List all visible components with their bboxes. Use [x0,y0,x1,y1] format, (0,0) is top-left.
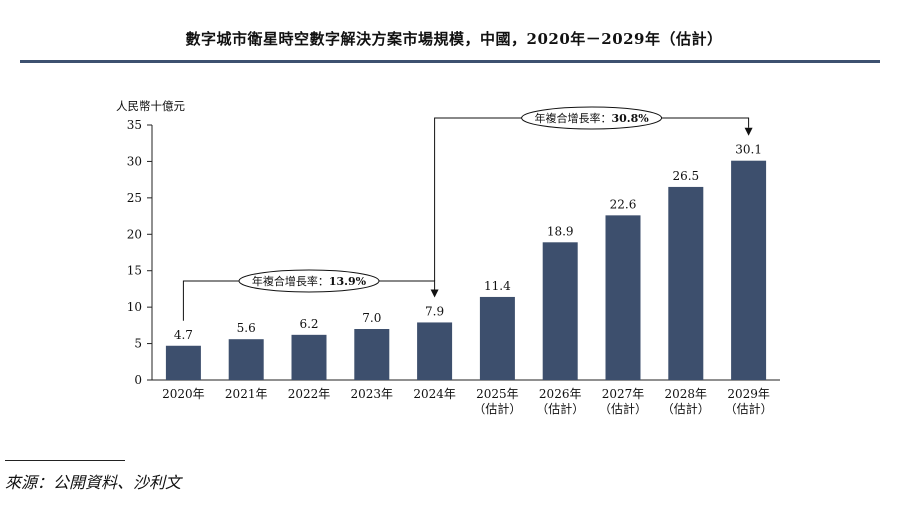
x-tick-label: 2026年 [539,387,582,401]
y-tick-label: 20 [127,227,142,241]
bar [228,339,264,380]
x-tick-label: （估計） [599,401,647,416]
title-rule [20,60,880,63]
bar-value-label: 7.9 [425,304,444,318]
x-tick-label: 2024年 [413,387,456,401]
cagr-label-text: 年複合增長率： [534,111,611,125]
bar [731,160,767,380]
cagr-value: 30.8% [611,112,649,125]
x-tick-label: （估計） [662,401,710,416]
cagr-label-text: 年複合增長率： [252,274,329,288]
x-tick-label: （估計） [725,401,773,416]
bar [668,186,704,380]
bar [291,334,327,380]
bar [605,215,641,380]
cagr-value: 13.9% [329,275,367,288]
x-tick-label: 2025年 [476,387,519,401]
cagr-oval [238,269,380,293]
arrow-head [744,127,753,136]
x-tick-label: 2029年 [727,387,770,401]
x-tick-label: 2023年 [351,387,394,401]
y-tick-label: 10 [127,300,142,314]
x-tick-label: 2021年 [225,387,268,401]
y-tick-label: 35 [127,118,142,132]
bar [165,345,201,380]
bar-value-label: 26.5 [672,169,699,183]
y-tick-label: 15 [127,264,142,278]
bar-value-label: 5.6 [237,321,256,335]
x-tick-label: 2028年 [665,387,708,401]
bar-value-label: 6.2 [299,317,318,331]
y-axis-label: 人民幣十億元 [116,99,185,113]
x-tick-label: 2027年 [602,387,645,401]
bars: 4.7 2020年 5.6 2021年 6.2 2022年 7.0 2023年 7.9 2024年… [162,143,772,416]
cagr-oval [521,106,663,130]
x-tick-label: （估計） [536,401,584,416]
y-tick-label: 0 [134,373,142,387]
bar [542,242,578,380]
y-tick-label: 25 [127,191,142,205]
bar-value-label: 22.6 [610,197,637,211]
bar-value-label: 11.4 [484,279,511,293]
bar [479,296,515,380]
x-tick-label: （估計） [473,401,521,416]
bar-value-label: 18.9 [547,224,574,238]
cagr-label: 年複合增長率：13.9% [252,274,367,288]
bar [354,329,390,380]
y-tick-label: 30 [127,154,142,168]
source-note: 來源：公開資料、沙利文 [5,473,182,492]
bar-value-label: 4.7 [174,328,193,342]
bar [417,322,453,380]
cagr-label: 年複合增長率：30.8% [534,111,649,125]
chart-title: 數字城市衛星時空數字解決方案市場規模，中國，2020年－2029年（估計） [185,30,723,48]
cagr-annotations: 年複合增長率：13.9%年複合增長率：30.8% [182,106,753,321]
x-tick-label: 2020年 [162,387,205,401]
y-tick-label: 5 [134,337,142,351]
arrow-head [430,289,439,298]
x-tick-label: 2022年 [288,387,331,401]
bar-value-label: 30.1 [735,143,762,157]
bar-value-label: 7.0 [362,311,381,325]
footnote-rule [5,460,125,461]
